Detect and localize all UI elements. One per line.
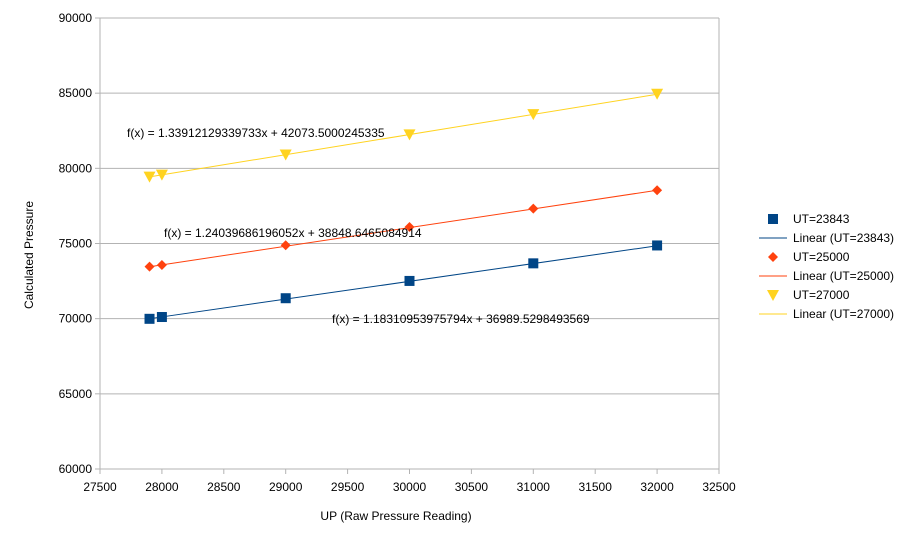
y-tick-label: 90000 bbox=[59, 11, 93, 25]
trendline-equation-3: f(x) = 1.33912129339733x + 42073.5000245… bbox=[127, 126, 385, 140]
data-point bbox=[652, 185, 663, 196]
legend-marker-1 bbox=[768, 214, 778, 224]
trendline-1 bbox=[149, 245, 658, 320]
y-tick-label: 60000 bbox=[59, 462, 93, 476]
y-tick-label: 85000 bbox=[59, 86, 93, 100]
data-point bbox=[527, 109, 540, 121]
y-tick-label: 80000 bbox=[59, 161, 93, 175]
legend-marker-3 bbox=[767, 290, 779, 301]
x-tick-label: 32000 bbox=[640, 480, 674, 494]
data-point bbox=[144, 313, 155, 324]
trendlines bbox=[149, 93, 658, 320]
data-point bbox=[651, 88, 664, 100]
data-point bbox=[279, 149, 292, 161]
data-point bbox=[528, 203, 539, 214]
data-point bbox=[144, 261, 155, 272]
x-axis-title: UP (Raw Pressure Reading) bbox=[320, 509, 471, 523]
y-tick-label: 75000 bbox=[59, 237, 93, 251]
legend-label-3: UT=27000 bbox=[793, 288, 850, 302]
x-tick-label: 31000 bbox=[517, 480, 551, 494]
data-point bbox=[156, 312, 167, 323]
legend-label-2: UT=25000 bbox=[793, 250, 850, 264]
legend-trend-label-3: Linear (UT=27000) bbox=[793, 307, 894, 321]
legend-marker-2 bbox=[768, 252, 778, 262]
trendline-3 bbox=[149, 93, 658, 178]
x-tick-label: 29000 bbox=[269, 480, 303, 494]
legend-label-1: UT=23843 bbox=[793, 212, 850, 226]
data-point bbox=[403, 129, 416, 141]
y-tick-label: 70000 bbox=[59, 312, 93, 326]
x-tick-label: 31500 bbox=[579, 480, 613, 494]
data-point bbox=[404, 221, 415, 232]
data-point bbox=[528, 258, 539, 269]
data-point bbox=[156, 259, 167, 270]
data-point bbox=[143, 171, 156, 183]
trendline-equation-2: f(x) = 1.24039686196052x + 38848.6465084… bbox=[164, 226, 422, 240]
legend: UT=23843 Linear (UT=23843) UT=25000 Linear … bbox=[759, 212, 894, 321]
trendline-equation-1: f(x) = 1.18310953975794x + 36989.5298493… bbox=[332, 312, 590, 326]
x-tick-label: 29500 bbox=[331, 480, 365, 494]
trendline-equations: f(x) = 1.18310953975794x + 36989.5298493… bbox=[127, 126, 590, 326]
x-tick-label: 27500 bbox=[83, 480, 117, 494]
y-tick-label: 65000 bbox=[59, 387, 93, 401]
x-tick-label: 32500 bbox=[702, 480, 736, 494]
data-point bbox=[652, 240, 663, 251]
data-markers bbox=[143, 88, 664, 324]
axes: 60000 65000 70000 75000 80000 85000 90000 27500… bbox=[59, 11, 736, 494]
legend-trend-label-1: Linear (UT=23843) bbox=[793, 231, 894, 245]
x-tick-label: 28000 bbox=[145, 480, 179, 494]
x-tick-label: 28500 bbox=[207, 480, 241, 494]
x-tick-label: 30500 bbox=[455, 480, 489, 494]
gridlines bbox=[100, 17, 719, 470]
x-tick-label: 30000 bbox=[393, 480, 427, 494]
data-point bbox=[280, 293, 291, 304]
legend-trend-label-2: Linear (UT=25000) bbox=[793, 269, 894, 283]
trendline-2 bbox=[149, 189, 658, 268]
data-point bbox=[404, 275, 415, 286]
data-point bbox=[155, 169, 168, 181]
data-point bbox=[280, 240, 291, 251]
y-axis-title: Calculated Pressure bbox=[22, 201, 36, 309]
